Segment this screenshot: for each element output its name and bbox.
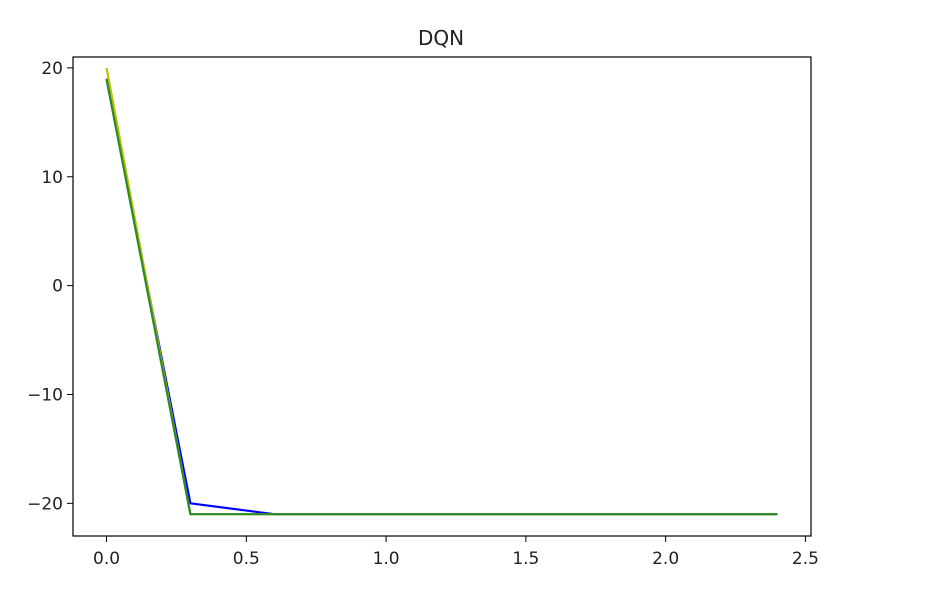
y-tick-label: 10 [41,168,63,188]
x-tick-label: 1.0 [373,549,400,569]
x-tick-label: 1.5 [512,549,539,569]
y-tick-label: −20 [27,494,63,514]
x-tick-label: 2.0 [652,549,679,569]
x-tick-label: 0.0 [93,549,120,569]
y-tick-label: −10 [27,385,63,405]
y-tick-label: 20 [41,59,63,79]
x-tick-label: 2.5 [792,549,819,569]
series-line-3 [105,78,778,516]
y-axis: −20 −10 0 10 20 [27,59,73,514]
series-line-1 [105,78,778,516]
plot-frame [72,56,812,537]
x-axis: 0.0 0.5 1.0 1.5 2.0 2.5 [93,536,819,569]
series-line-2 [105,67,778,516]
y-tick-label: 0 [52,277,63,297]
x-tick-label: 0.5 [233,549,260,569]
chart-title: DQN [418,26,464,50]
series-layer [105,67,778,516]
